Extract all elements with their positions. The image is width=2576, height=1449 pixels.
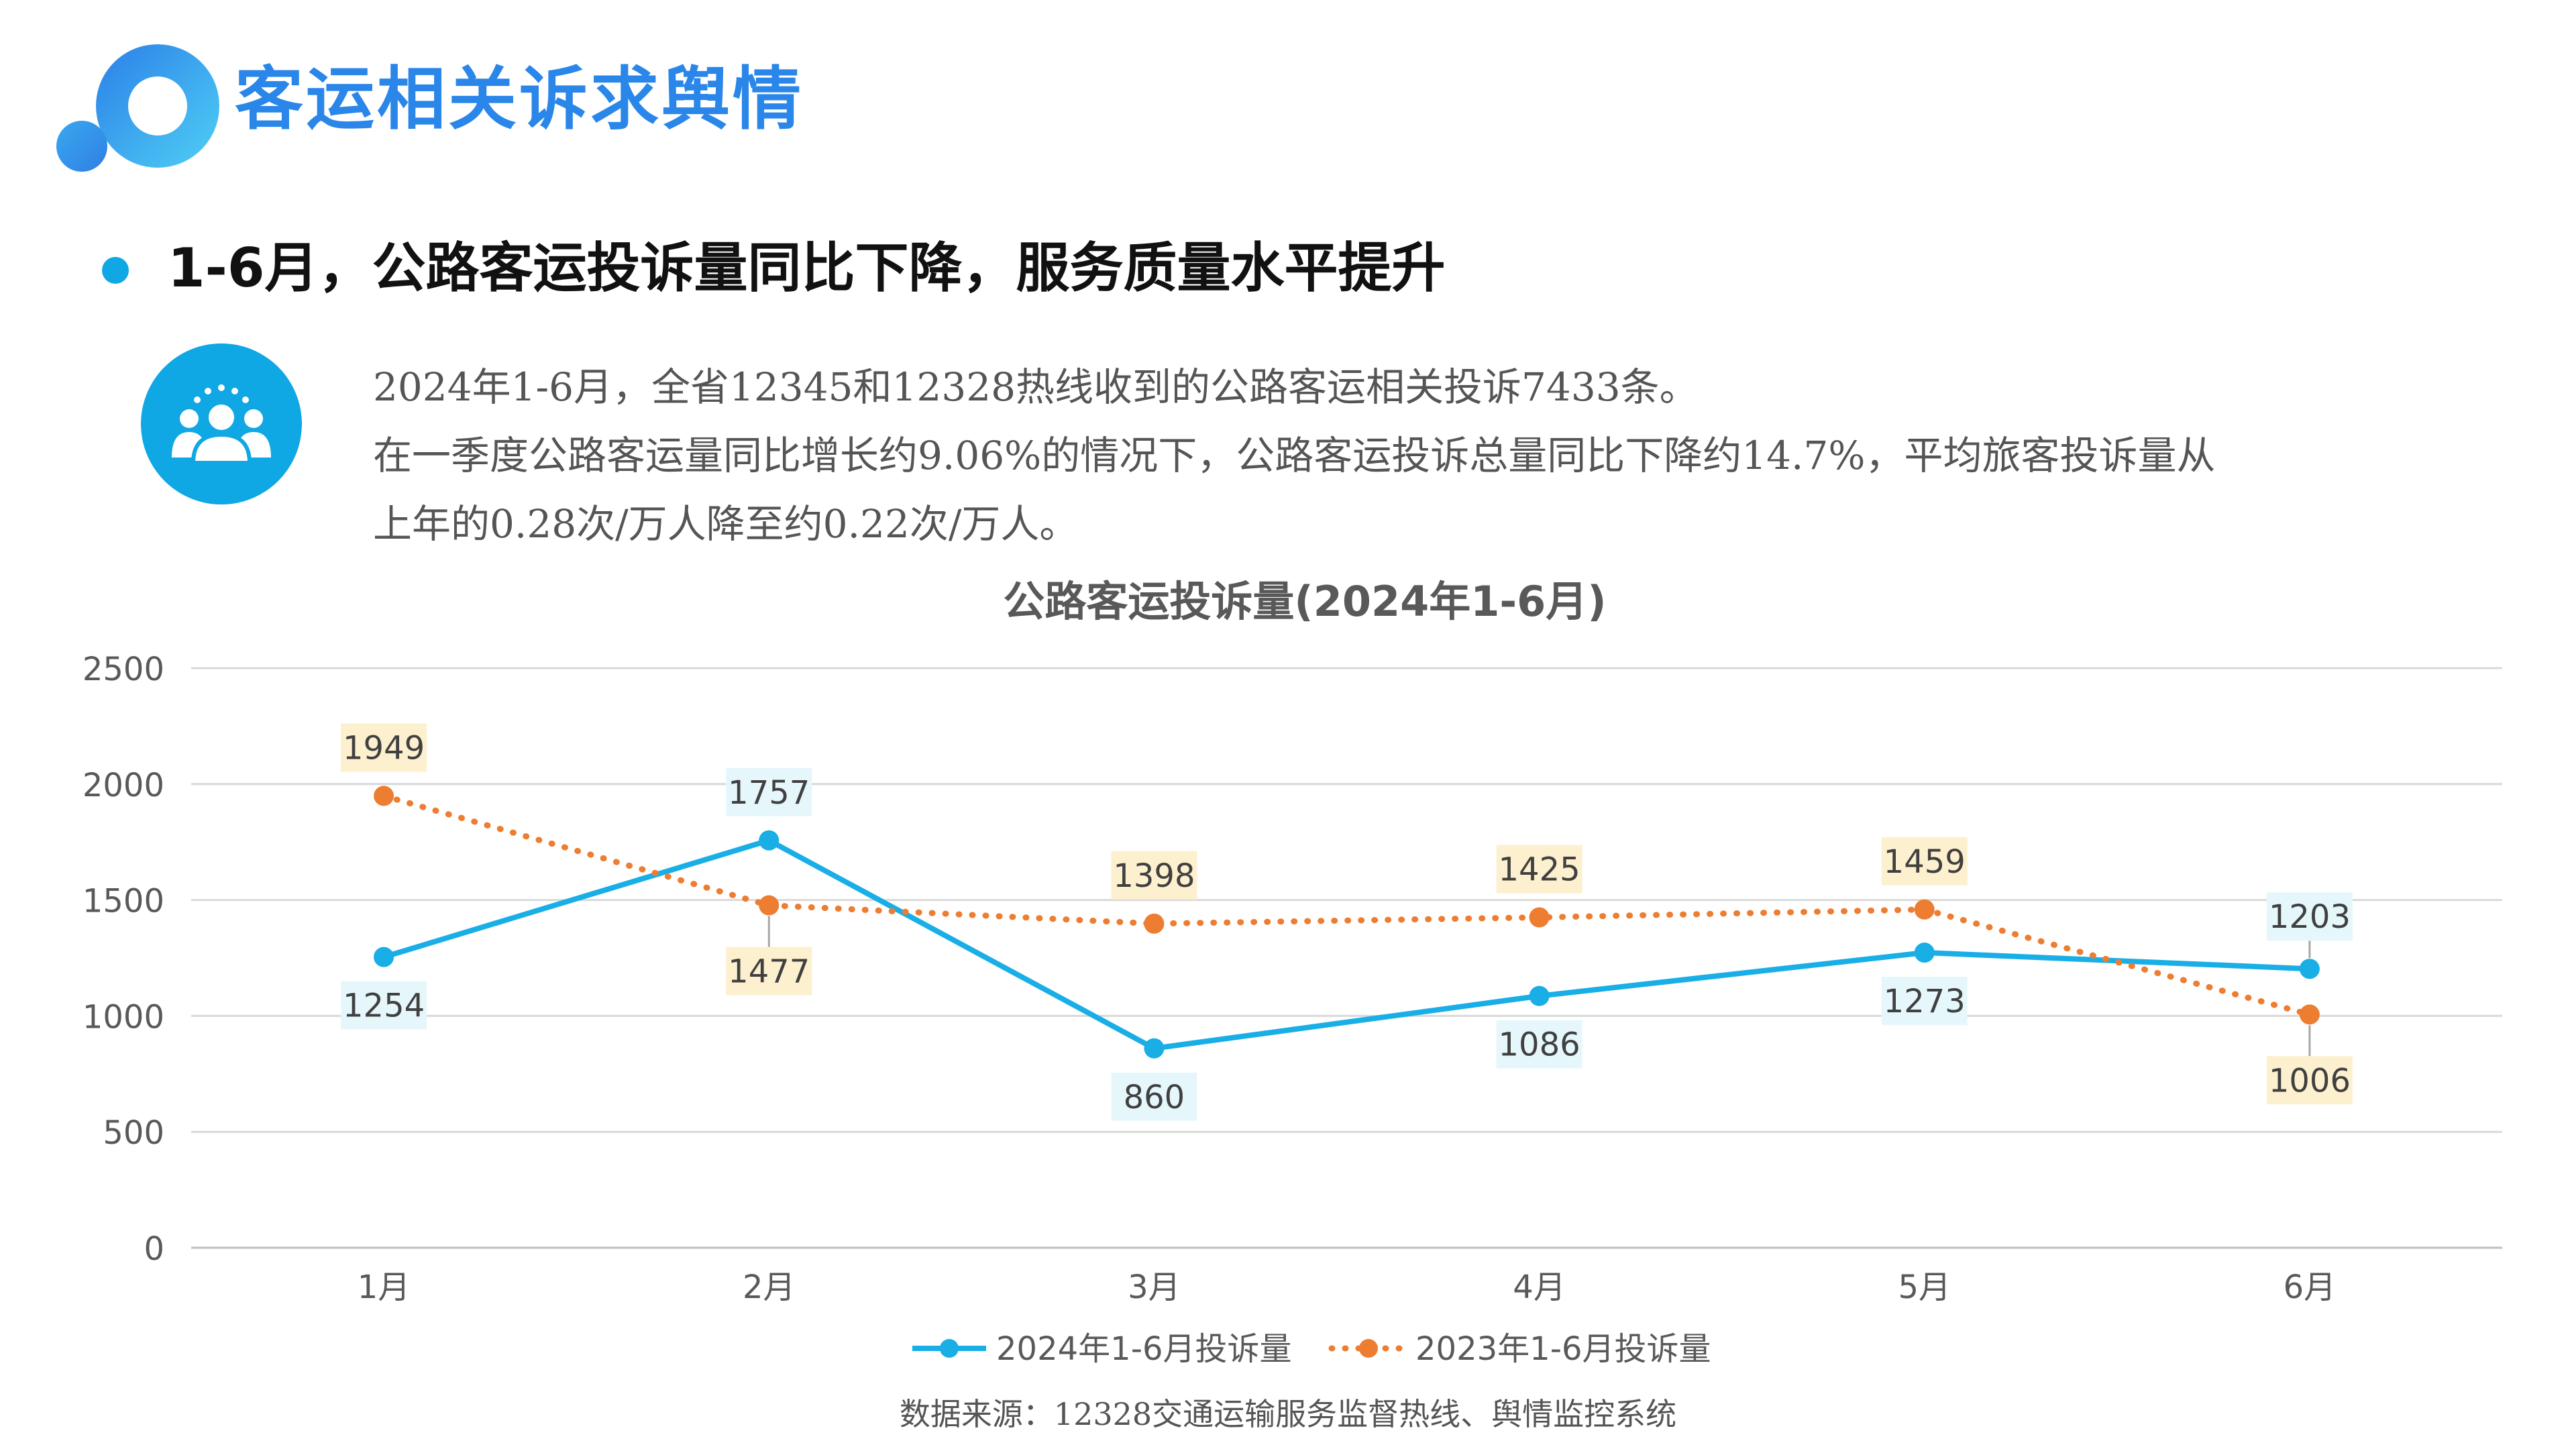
data-point <box>1144 913 1165 934</box>
data-label-box <box>726 767 812 816</box>
data-label: 1477 <box>728 953 810 991</box>
y-tick-label: 1000 <box>83 998 164 1036</box>
y-tick-label: 1500 <box>83 883 164 920</box>
data-label-box <box>2266 892 2353 941</box>
data-label: 1203 <box>2269 898 2351 936</box>
data-point <box>1144 1038 1165 1059</box>
y-tick-label: 2000 <box>83 767 164 804</box>
bullet-dot <box>102 257 129 284</box>
data-label-box <box>2266 1056 2353 1105</box>
x-tick-label: 2月 <box>743 1269 796 1306</box>
data-point <box>1529 985 1550 1006</box>
headline: 1-6月，公路客运投诉量同比下降，服务质量水平提升 <box>168 237 1446 299</box>
y-tick-label: 2500 <box>83 651 164 688</box>
data-label-box <box>341 723 427 772</box>
data-label-box <box>1111 1072 1197 1121</box>
data-point <box>1914 943 1935 963</box>
legend-label: 2024年1-6月投诉量 <box>996 1330 1292 1368</box>
data-point <box>759 830 780 851</box>
data-label-box <box>1496 1020 1582 1069</box>
page-title: 客运相关诉求舆情 <box>235 60 804 140</box>
description-line-3: 上年的0.28次/万人降至约0.22次/万人。 <box>373 501 1079 547</box>
legend-label: 2023年1-6月投诉量 <box>1415 1330 1711 1368</box>
data-label: 1949 <box>343 729 425 767</box>
data-point <box>2299 1004 2320 1025</box>
x-tick-label: 5月 <box>1898 1269 1951 1306</box>
data-label: 1254 <box>343 987 425 1025</box>
data-point <box>759 895 780 916</box>
data-label: 1459 <box>1884 843 1966 881</box>
data-point <box>2299 959 2320 979</box>
legend-swatch-marker <box>940 1339 959 1358</box>
data-label-box <box>1881 977 1968 1026</box>
y-tick-label: 0 <box>144 1230 164 1268</box>
data-point <box>374 786 394 806</box>
data-label: 860 <box>1124 1079 1185 1116</box>
x-tick-label: 6月 <box>2284 1269 2337 1306</box>
data-point <box>1529 907 1550 928</box>
data-label: 1757 <box>728 774 810 812</box>
ring-logo-icon <box>56 44 219 172</box>
data-source-note: 数据来源：12328交通运输服务监督热线、舆情监控系统 <box>899 1396 1677 1432</box>
description: 2024年1-6月，全省12345和12328热线收到的公路客运相关投诉7433… <box>373 353 2453 558</box>
data-label-box <box>1496 845 1582 894</box>
data-label: 1273 <box>1884 983 1966 1020</box>
legend-swatch-marker <box>1359 1339 1378 1358</box>
data-label-box <box>726 947 812 996</box>
data-label-box <box>341 981 427 1030</box>
x-tick-label: 4月 <box>1513 1269 1566 1306</box>
description-line-1: 2024年1-6月，全省12345和12328热线收到的公路客运相关投诉7433… <box>373 364 1699 410</box>
people-group-icon <box>141 343 302 504</box>
series-line-2024 <box>382 837 2310 1051</box>
data-label-box <box>1881 837 1968 885</box>
data-label: 1398 <box>1113 857 1195 895</box>
data-point <box>374 947 394 967</box>
data-label: 1425 <box>1499 851 1580 889</box>
x-tick-label: 1月 <box>358 1269 411 1306</box>
data-label: 1086 <box>1499 1026 1580 1064</box>
series-line-2023 <box>380 792 2313 1018</box>
data-label-box <box>1111 851 1197 900</box>
x-tick-label: 3月 <box>1128 1269 1181 1306</box>
y-tick-label: 500 <box>103 1114 164 1152</box>
chart-title: 公路客运投诉量(2024年1-6月) <box>1003 577 1606 626</box>
data-point <box>1914 899 1935 920</box>
data-label: 1006 <box>2269 1062 2351 1099</box>
description-line-2: 在一季度公路客运量同比增长约9.06%的情况下，公路客运投诉总量同比下降约14.… <box>373 433 2216 478</box>
